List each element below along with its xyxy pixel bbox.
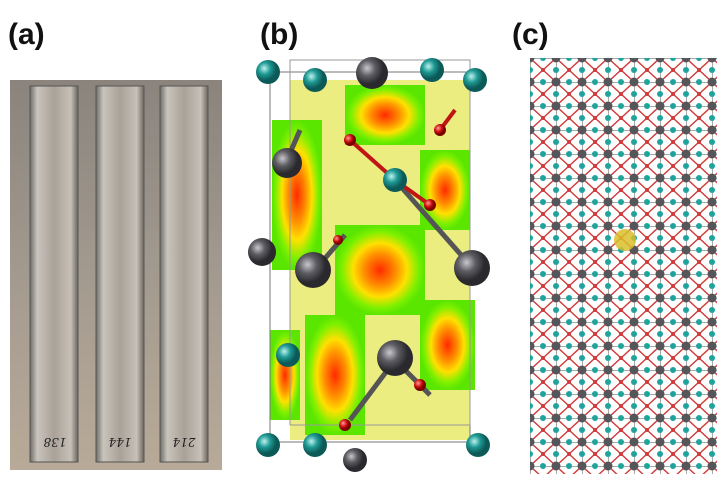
panel-label: (c) [512, 18, 549, 51]
density-slice [420, 300, 475, 390]
glass-bar [160, 86, 208, 462]
density-slice [335, 225, 425, 315]
page: (a) 138 144 214 (b) [0, 0, 717, 474]
density-slice [305, 315, 365, 435]
sample-label: 214 [173, 435, 197, 449]
glass-bar [96, 86, 144, 462]
sample-label: 138 [43, 435, 66, 449]
figure: (a) 138 144 214 (b) [0, 0, 717, 474]
panel-label: (a) [8, 18, 45, 51]
sample-label: 144 [109, 435, 132, 449]
density-slice [345, 85, 425, 145]
structure [248, 57, 490, 472]
glass-bar [30, 86, 78, 462]
lattice [530, 58, 717, 474]
defect-density [614, 229, 636, 251]
panel-label: (b) [260, 18, 298, 51]
